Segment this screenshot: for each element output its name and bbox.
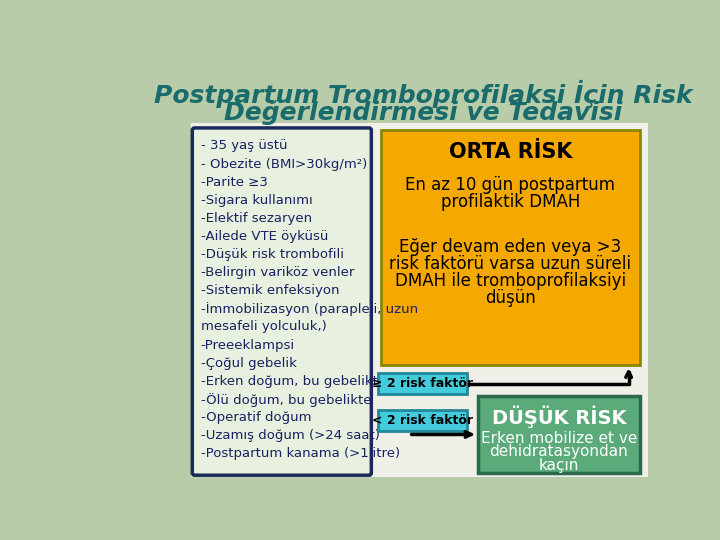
- FancyBboxPatch shape: [378, 373, 467, 394]
- FancyBboxPatch shape: [378, 410, 467, 431]
- Text: -Erken doğum, bu gebelikte: -Erken doğum, bu gebelikte: [201, 375, 386, 388]
- Text: mesafeli yolculuk,): mesafeli yolculuk,): [201, 320, 327, 333]
- Text: ≥ 2 risk faktör: ≥ 2 risk faktör: [372, 377, 473, 390]
- Bar: [191, 123, 648, 477]
- Text: kaçın: kaçın: [539, 458, 579, 473]
- Text: ORTA RİSK: ORTA RİSK: [449, 142, 572, 162]
- Text: profilaktik DMAH: profilaktik DMAH: [441, 193, 580, 211]
- Text: Eğer devam eden veya >3: Eğer devam eden veya >3: [400, 238, 621, 256]
- Text: -Düşük risk trombofili: -Düşük risk trombofili: [201, 248, 344, 261]
- Text: -Postpartum kanama (>1litre): -Postpartum kanama (>1litre): [201, 447, 400, 460]
- Text: -Belirgin variköz venler: -Belirgin variköz venler: [201, 266, 354, 279]
- Text: DÜŞÜK RİSK: DÜŞÜK RİSK: [492, 405, 626, 428]
- Text: dehidratasyondan: dehidratasyondan: [490, 444, 629, 460]
- Text: -Preeeklampsi: -Preeeklampsi: [201, 339, 295, 352]
- Text: En az 10 gün postpartum: En az 10 gün postpartum: [405, 177, 616, 194]
- Text: < 2 risk faktör: < 2 risk faktör: [372, 414, 473, 427]
- Text: -Ailede VTE öyküsü: -Ailede VTE öyküsü: [201, 230, 328, 243]
- Text: -Çoğul gebelik: -Çoğul gebelik: [201, 356, 297, 369]
- Text: -Ölü doğum, bu gebelikte: -Ölü doğum, bu gebelikte: [201, 393, 372, 407]
- Text: Değerlendirmesi ve Tedavisi: Değerlendirmesi ve Tedavisi: [224, 100, 622, 125]
- FancyBboxPatch shape: [192, 128, 372, 475]
- Text: -Elektif sezaryen: -Elektif sezaryen: [201, 212, 312, 225]
- Text: -İmmobilizasyon (parapleji, uzun: -İmmobilizasyon (parapleji, uzun: [201, 302, 418, 316]
- Text: -Uzamış doğum (>24 saat): -Uzamış doğum (>24 saat): [201, 429, 379, 442]
- Text: -Sistemik enfeksiyon: -Sistemik enfeksiyon: [201, 284, 339, 297]
- FancyBboxPatch shape: [477, 396, 640, 473]
- FancyBboxPatch shape: [381, 130, 640, 365]
- Text: - Obezite (BMI>30kg/m²): - Obezite (BMI>30kg/m²): [201, 158, 367, 171]
- Text: Erken mobilize et ve: Erken mobilize et ve: [481, 430, 637, 445]
- Text: -Operatif doğum: -Operatif doğum: [201, 411, 311, 424]
- Text: -Sigara kullanımı: -Sigara kullanımı: [201, 194, 312, 207]
- Text: DMAH ile tromboprofilaksiyi: DMAH ile tromboprofilaksiyi: [395, 272, 626, 290]
- Text: düşün: düşün: [485, 289, 536, 307]
- Text: risk faktörü varsa uzun süreli: risk faktörü varsa uzun süreli: [390, 255, 631, 273]
- Text: -Parite ≥3: -Parite ≥3: [201, 176, 268, 188]
- Text: Postpartum Tromboprofilaksi İçin Risk: Postpartum Tromboprofilaksi İçin Risk: [154, 80, 693, 109]
- Text: - 35 yaş üstü: - 35 yaş üstü: [201, 139, 287, 152]
